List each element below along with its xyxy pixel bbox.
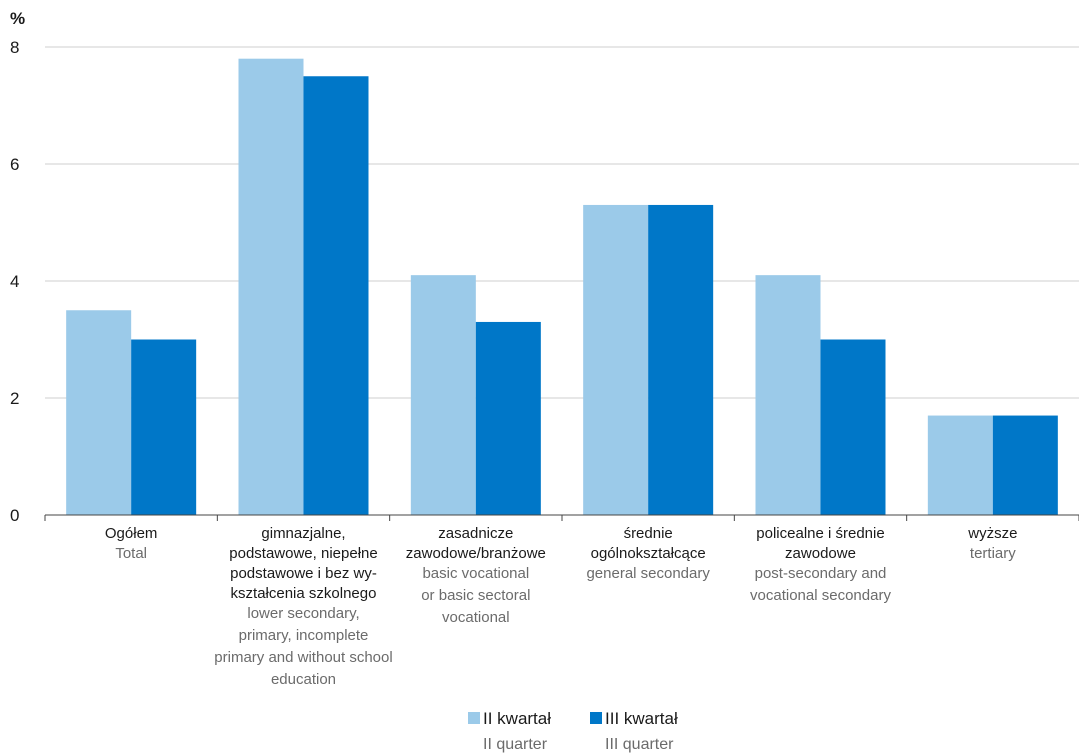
- bar-ii-quarter: [756, 275, 821, 515]
- category-label-en: lower secondary,: [247, 605, 359, 622]
- x-axis-tick-marks: [45, 515, 1079, 521]
- gridlines: [45, 47, 1079, 398]
- y-tick-label: 8: [10, 38, 19, 57]
- category-label-pl: kształcenia szkolnego: [231, 585, 377, 602]
- category-label-pl: policealne i średnie: [756, 525, 884, 542]
- category-label-en: vocational: [442, 609, 510, 626]
- legend-label-en: II quarter: [483, 736, 548, 753]
- legend-label-en: III quarter: [605, 736, 674, 753]
- category-label-pl: wyższe: [967, 525, 1017, 542]
- category-label-en: basic vocational: [422, 565, 529, 582]
- category-label-en: post-secondary and: [755, 565, 887, 582]
- bar-iii-quarter: [304, 76, 369, 515]
- bar-ii-quarter: [239, 59, 304, 515]
- category-label-pl: ogólnokształcące: [591, 545, 706, 562]
- bar-ii-quarter: [66, 310, 131, 515]
- category-label-pl: podstawowe, niepełne: [229, 545, 377, 562]
- category-label-pl: zasadnicze: [438, 525, 513, 542]
- legend-label-pl: III kwartał: [605, 709, 678, 728]
- category-label-en: or basic sectoral: [421, 587, 530, 604]
- y-tick-label: 2: [10, 389, 19, 408]
- bars: [66, 59, 1058, 515]
- bar-ii-quarter: [411, 275, 476, 515]
- category-label-en: primary, incomplete: [239, 627, 369, 644]
- category-label-en: primary and without school: [214, 649, 392, 666]
- bar-iii-quarter: [648, 205, 713, 515]
- category-label-en: tertiary: [970, 545, 1016, 562]
- category-label-pl: Ogółem: [105, 525, 158, 542]
- category-label-pl: gimnazjalne,: [261, 525, 345, 542]
- bar-ii-quarter: [928, 416, 993, 515]
- legend-label-pl: II kwartał: [483, 709, 551, 728]
- y-tick-label: 0: [10, 506, 19, 525]
- bar-iii-quarter: [476, 322, 541, 515]
- y-tick-label: 4: [10, 272, 19, 291]
- y-axis-label: %: [10, 9, 25, 28]
- y-tick-label: 6: [10, 155, 19, 174]
- bar-iii-quarter: [131, 340, 196, 516]
- y-axis-ticks: 0 2 4 6 8: [10, 38, 19, 525]
- category-label-pl: podstawowe i bez wy-: [230, 565, 377, 582]
- category-label-pl: zawodowe/branżowe: [406, 545, 546, 562]
- bar-ii-quarter: [583, 205, 648, 515]
- legend-swatch: [468, 712, 480, 724]
- category-label-en: general secondary: [586, 565, 710, 582]
- bar-iii-quarter: [821, 340, 886, 516]
- category-labels: Ogółem Total gimnazjalne, podstawowe, niepe…: [105, 525, 1018, 688]
- category-label-pl: zawodowe: [785, 545, 856, 562]
- bar-iii-quarter: [993, 416, 1058, 515]
- category-label-en: Total: [115, 545, 147, 562]
- legend-swatch: [590, 712, 602, 724]
- category-label-en: vocational secondary: [750, 587, 891, 604]
- category-label-pl: średnie: [624, 525, 673, 542]
- legend: II kwartał II quarter III kwartał III quart…: [468, 709, 678, 753]
- category-label-en: education: [271, 671, 336, 688]
